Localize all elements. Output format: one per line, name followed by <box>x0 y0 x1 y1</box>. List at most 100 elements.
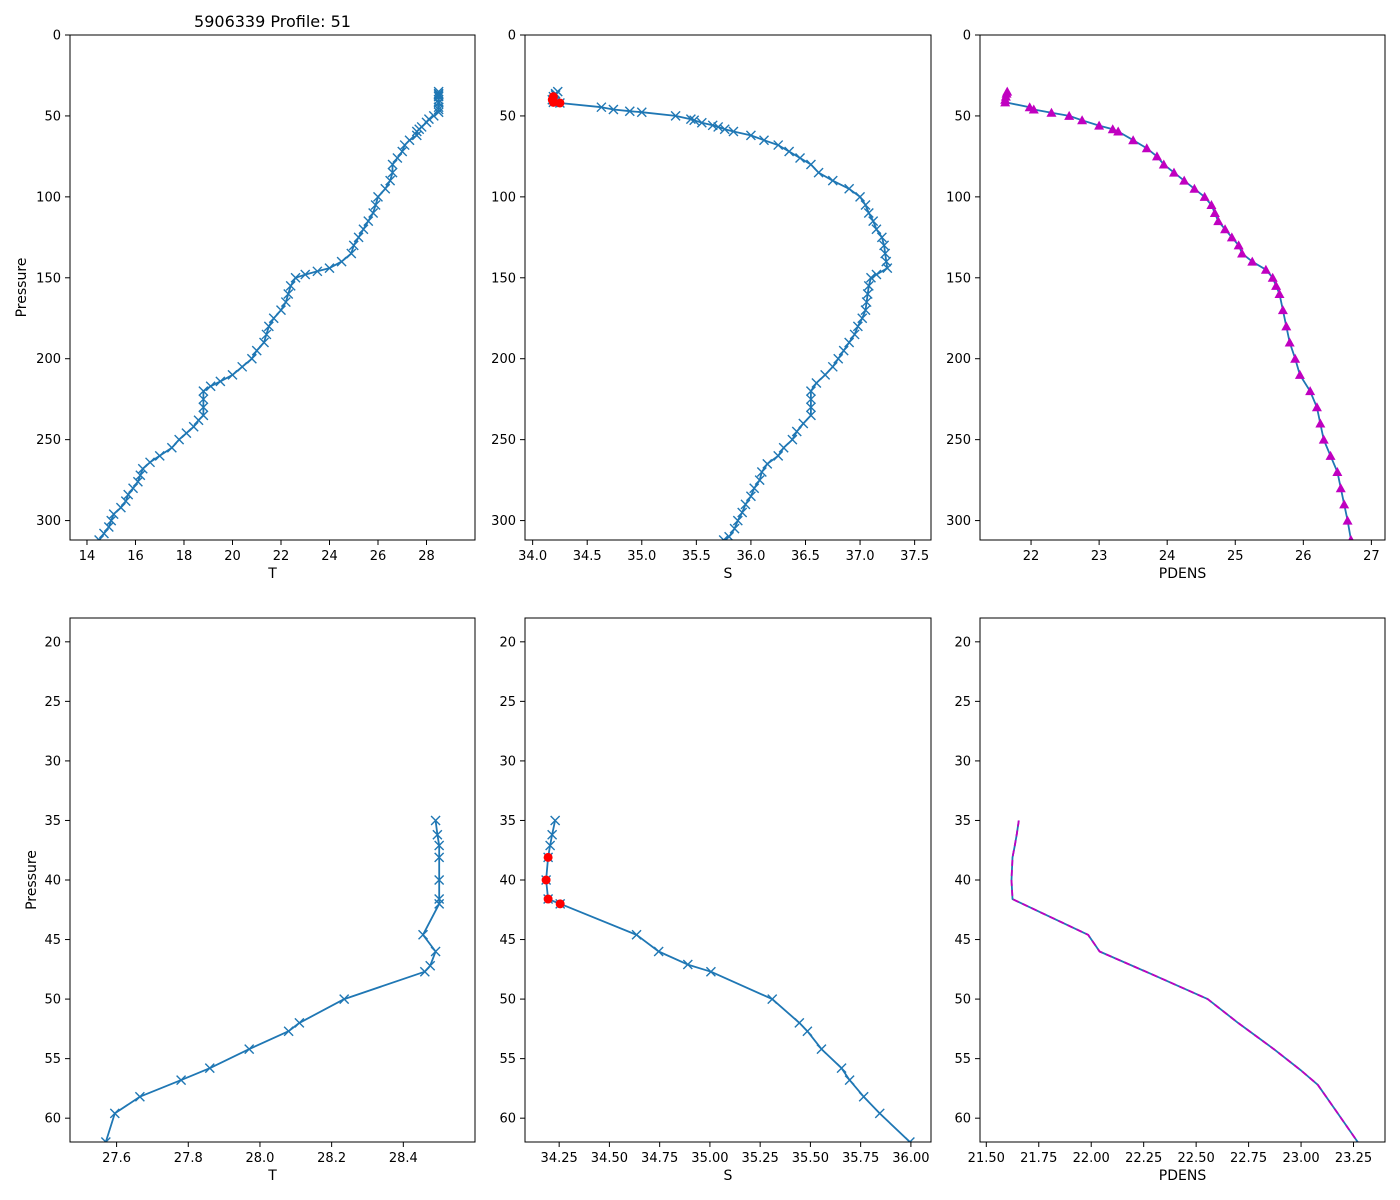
x-axis-label: S <box>724 566 733 582</box>
axes-frame <box>524 34 932 541</box>
data-point-marker <box>411 126 422 137</box>
data-point-marker <box>1348 535 1354 540</box>
x-tick-label: 35.50 <box>792 1151 829 1166</box>
data-point-marker <box>300 269 311 280</box>
data-point-marker <box>339 994 350 1005</box>
y-tick-label: 55 <box>44 1052 61 1067</box>
data-point-marker <box>1213 216 1224 226</box>
data-point-marker <box>434 875 445 885</box>
x-tick-label: 21.75 <box>1020 1151 1057 1166</box>
x-tick-label: 34.75 <box>641 1151 678 1166</box>
data-point-marker <box>227 369 238 380</box>
data-point-marker <box>1332 467 1343 477</box>
data-point-marker <box>1028 104 1039 114</box>
data-point-marker <box>1141 143 1152 153</box>
x-tick-label: 28.4 <box>389 1151 418 1166</box>
data-point-marker <box>858 1091 869 1102</box>
data-point-marker <box>670 110 681 121</box>
data-point-marker <box>745 491 756 502</box>
data-point-marker <box>1046 107 1057 117</box>
y-tick-label: 100 <box>946 190 971 205</box>
data-point-marker <box>430 815 441 826</box>
data-point-marker <box>204 1063 215 1074</box>
y-tick-label: 150 <box>36 271 61 286</box>
data-point-marker <box>1335 483 1346 493</box>
data-point-marker <box>1000 97 1011 107</box>
data-point-marker <box>1247 256 1258 266</box>
flagged-point <box>543 894 553 904</box>
y-tick-label: 35 <box>44 814 61 829</box>
data-point-marker <box>737 507 748 518</box>
x-tick-label: 27 <box>1363 549 1380 564</box>
data-point-marker <box>1168 167 1179 177</box>
y-tick-label: 200 <box>491 352 516 367</box>
data-point-marker <box>719 124 730 135</box>
x-tick-label: 28 <box>418 549 435 564</box>
y-tick-label: 25 <box>44 695 61 710</box>
data-point-marker <box>397 146 408 157</box>
data-point-marker <box>844 1075 855 1086</box>
data-point-marker <box>370 199 381 210</box>
data-point-marker <box>1189 183 1200 193</box>
data-point-marker <box>1325 450 1336 460</box>
data-point-marker <box>353 232 364 243</box>
data-point-marker <box>863 208 874 219</box>
x-tick-label: 27.8 <box>174 1151 203 1166</box>
plot-data <box>1010 820 1359 1142</box>
x-axis-label: S <box>724 1168 733 1184</box>
data-point-marker <box>874 1108 885 1119</box>
data-point-marker <box>762 458 773 469</box>
data-point-marker <box>166 442 177 453</box>
data-point-marker <box>1274 288 1285 298</box>
data-point-marker <box>732 515 743 526</box>
data-point-marker <box>259 337 270 348</box>
chart-panel-2: 34.0 34.5 35.0 35.5 36.0 36.5 37.0 37.5 0 50 100 15… <box>491 29 932 582</box>
data-point-marker <box>387 159 398 170</box>
data-point-marker <box>1199 191 1210 201</box>
y-tick-label: 50 <box>499 993 516 1008</box>
x-tick-label: 21.50 <box>968 1151 1005 1166</box>
data-point-marker <box>784 146 795 157</box>
data-point-marker <box>193 415 204 426</box>
y-tick-label: 60 <box>954 1112 971 1127</box>
x-tick-label: 18 <box>176 549 193 564</box>
plot-data <box>547 86 893 540</box>
data-point-marker <box>631 929 642 940</box>
x-tick-label: 16 <box>127 549 144 564</box>
y-tick-label: 50 <box>954 109 971 124</box>
plot-data <box>541 815 915 1142</box>
panels: 14 16 18 20 22 24 26 28050100150200250300TPress… <box>14 12 1386 1184</box>
x-tick-label: 14 <box>79 549 96 564</box>
data-point-marker <box>767 994 778 1005</box>
data-point-marker <box>836 1063 847 1074</box>
x-tick-label: 36.0 <box>736 549 765 564</box>
y-tick-label: 35 <box>499 814 516 829</box>
y-tick-label: 100 <box>36 190 61 205</box>
x-tick-label: 35.0 <box>627 549 656 564</box>
y-axis-label: Pressure <box>14 258 30 318</box>
data-point-marker <box>871 224 882 235</box>
data-point-marker <box>861 297 872 308</box>
y-tick-label: 250 <box>491 433 516 448</box>
data-point-marker <box>283 1026 294 1037</box>
x-tick-label: 22.75 <box>1230 1151 1267 1166</box>
data-point-marker <box>433 107 444 118</box>
data-point-marker <box>263 321 274 332</box>
data-point-marker <box>1209 208 1220 218</box>
data-point-marker <box>1271 280 1282 290</box>
data-point-marker <box>844 337 855 348</box>
data-point-marker <box>387 167 398 178</box>
y-tick-label: 45 <box>499 933 516 948</box>
data-point-marker <box>1294 369 1305 379</box>
y-tick-label: 40 <box>499 874 516 889</box>
data-point-marker <box>434 898 445 909</box>
data-point-marker <box>833 353 844 364</box>
data-point-marker <box>805 402 816 413</box>
x-tick-label: 27.6 <box>102 1151 131 1166</box>
y-tick-label: 60 <box>499 1112 516 1127</box>
data-point-marker <box>418 929 429 940</box>
data-point-marker <box>176 1075 187 1086</box>
data-point-marker <box>1290 353 1301 363</box>
y-tick-label: 40 <box>44 874 61 889</box>
